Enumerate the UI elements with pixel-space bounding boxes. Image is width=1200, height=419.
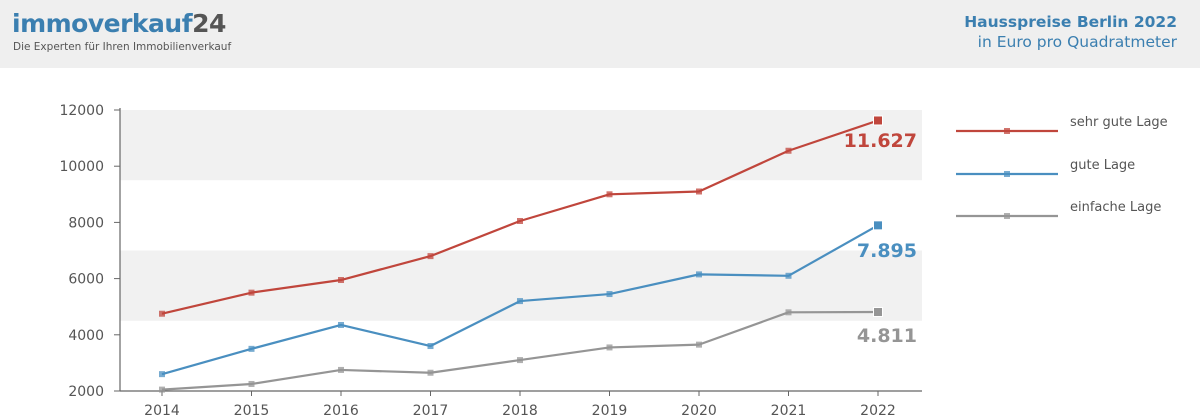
- y-tick-label: 12000: [59, 103, 104, 119]
- data-point: [606, 344, 613, 351]
- background-band: [120, 110, 922, 181]
- chart-title-block: Hausspreise Berlin 2022 in Euro pro Quad…: [964, 12, 1177, 52]
- x-tick-label: 2020: [681, 403, 717, 419]
- y-tick-label: 2000: [68, 384, 104, 400]
- data-point: [248, 345, 255, 352]
- logo-main: immoverkauf: [12, 9, 193, 38]
- y-tick-label: 8000: [68, 215, 104, 231]
- data-point: [159, 310, 165, 317]
- data-point: [873, 307, 883, 318]
- logo-number: 24: [192, 9, 226, 38]
- data-point: [696, 271, 702, 278]
- series-line: [161, 310, 879, 391]
- y-tick-label: 10000: [59, 159, 104, 175]
- data-point: [606, 191, 613, 198]
- legend-label: gute Lage: [1070, 158, 1135, 173]
- data-point: [159, 371, 165, 378]
- end-value-label: 7.895: [857, 240, 917, 262]
- x-tick-label: 2021: [771, 403, 807, 419]
- data-point: [338, 277, 344, 284]
- data-point: [338, 321, 344, 328]
- data-point: [696, 188, 702, 195]
- end-value-label: 4.811: [857, 325, 917, 347]
- chart-subtitle: in Euro pro Quadratmeter: [977, 33, 1177, 51]
- data-point: [873, 115, 883, 126]
- x-tick-label: 2016: [323, 403, 359, 419]
- data-point: [873, 220, 883, 231]
- end-value-label: 11.627: [844, 130, 917, 152]
- data-point: [248, 289, 255, 296]
- header-bar: immoverkauf24 Die Experten für Ihren Imm…: [0, 0, 1200, 68]
- logo[interactable]: immoverkauf24: [12, 10, 226, 38]
- tagline: Die Experten für Ihren Immobilienverkauf: [13, 41, 232, 53]
- data-point: [785, 147, 792, 154]
- legend-marker: [1004, 171, 1010, 177]
- data-point: [517, 217, 523, 224]
- data-point: [427, 253, 434, 260]
- data-point: [606, 291, 613, 298]
- data-point: [785, 309, 792, 316]
- data-point: [517, 357, 523, 364]
- x-tick-label: 2014: [144, 403, 180, 419]
- data-point: [427, 369, 434, 376]
- y-tick-label: 4000: [68, 328, 104, 344]
- x-tick-label: 2017: [413, 403, 449, 419]
- data-point: [696, 341, 702, 348]
- legend-marker: [1004, 128, 1010, 134]
- data-point: [248, 380, 255, 387]
- data-point: [338, 366, 344, 373]
- y-tick-label: 6000: [68, 272, 104, 288]
- x-tick-label: 2015: [234, 403, 270, 419]
- x-tick-label: 2018: [502, 403, 538, 419]
- x-tick-label: 2022: [860, 403, 896, 419]
- background-band: [120, 250, 922, 321]
- legend-label: sehr gute Lage: [1070, 115, 1168, 130]
- chart-title: Hausspreise Berlin 2022: [964, 13, 1177, 31]
- x-tick-label: 2019: [592, 403, 628, 419]
- data-point: [517, 298, 523, 305]
- legend-label: einfache Lage: [1070, 200, 1161, 215]
- data-point: [785, 272, 792, 279]
- data-point: [159, 386, 165, 393]
- legend-marker: [1004, 213, 1010, 219]
- data-point: [427, 343, 434, 350]
